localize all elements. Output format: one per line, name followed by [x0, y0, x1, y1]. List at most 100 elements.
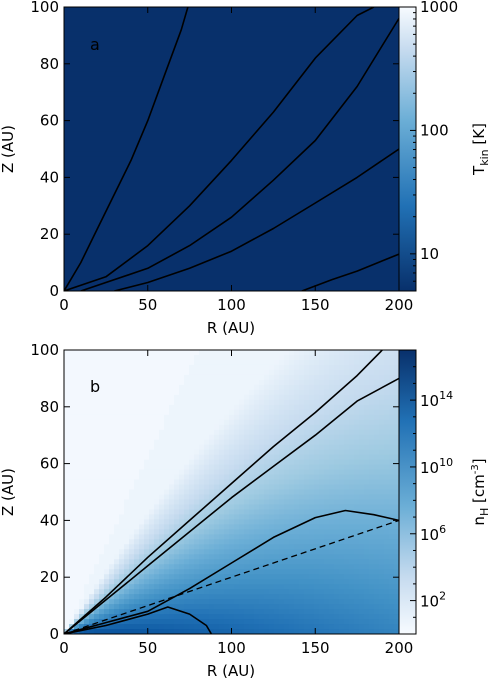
heatmap-cell	[274, 76, 280, 83]
heatmap-cell	[99, 584, 105, 590]
heatmap-cell	[139, 26, 145, 33]
heatmap-cell	[129, 246, 135, 252]
heatmap-cell	[369, 206, 375, 212]
heatmap-cell	[304, 256, 310, 262]
heatmap-cell	[219, 111, 225, 118]
colorbar-label-a: Tkin [K]	[470, 123, 491, 176]
heatmap-cell	[294, 16, 300, 23]
heatmap-cell	[84, 484, 90, 491]
heatmap-cell	[144, 26, 150, 33]
heatmap-cell	[364, 266, 370, 272]
heatmap-cell	[369, 41, 375, 48]
heatmap-cell	[149, 544, 155, 550]
heatmap-cell	[369, 131, 375, 138]
heatmap-cell	[89, 261, 95, 267]
heatmap-cell	[189, 171, 195, 177]
heatmap-cell	[154, 231, 160, 237]
heatmap-cell	[89, 599, 95, 605]
heatmap-cell	[129, 66, 135, 73]
heatmap-cell	[394, 166, 399, 173]
heatmap-cell	[294, 76, 300, 83]
heatmap-cell	[294, 241, 300, 247]
heatmap-cell	[84, 111, 90, 118]
heatmap-cell	[279, 31, 285, 38]
heatmap-cell	[389, 251, 395, 257]
heatmap-cell	[199, 141, 205, 148]
heatmap-cell	[169, 166, 175, 173]
heatmap-cell	[94, 534, 100, 540]
heatmap-cell	[144, 136, 150, 143]
heatmap-cell	[149, 226, 155, 232]
heatmap-cell	[279, 46, 285, 53]
heatmap-cell	[194, 286, 200, 291]
heatmap-cell	[319, 71, 325, 78]
heatmap-cell	[129, 624, 135, 630]
heatmap-cell	[74, 131, 80, 138]
density-heatmap	[64, 350, 399, 634]
heatmap-cell	[304, 226, 310, 232]
heatmap-cell	[129, 554, 135, 560]
heatmap-cell	[359, 26, 365, 33]
heatmap-cell	[159, 389, 165, 396]
heatmap-cell	[119, 11, 125, 18]
heatmap-cell	[109, 594, 115, 600]
heatmap-cell	[69, 166, 75, 173]
x-tick-label: 100	[217, 296, 246, 314]
heatmap-cell	[139, 196, 145, 202]
heatmap-cell	[74, 61, 80, 68]
heatmap-cell	[89, 519, 95, 525]
heatmap-cell	[104, 544, 110, 550]
heatmap-cell	[259, 126, 265, 133]
heatmap-cell	[279, 96, 285, 103]
heatmap-cell	[324, 181, 330, 187]
heatmap-cell	[99, 379, 105, 386]
heatmap-cell	[84, 414, 90, 421]
heatmap-cell	[309, 91, 315, 98]
heatmap-cell	[244, 266, 250, 272]
heatmap-cell	[179, 31, 185, 38]
heatmap-cell	[384, 46, 390, 53]
heatmap-cell	[319, 211, 325, 217]
heatmap-cell	[389, 41, 395, 48]
heatmap-cell	[279, 246, 285, 252]
heatmap-cell	[69, 11, 75, 18]
heatmap-cell	[284, 101, 290, 108]
heatmap-cell	[379, 126, 385, 133]
heatmap-cell	[314, 236, 320, 242]
heatmap-cell	[209, 26, 215, 33]
heatmap-cell	[164, 176, 170, 182]
heatmap-cell	[289, 66, 295, 73]
heatmap-cell	[224, 281, 230, 287]
heatmap-cell	[239, 221, 245, 227]
heatmap-cell	[289, 7, 295, 13]
heatmap-cell	[84, 350, 90, 356]
heatmap-cell	[184, 261, 190, 267]
heatmap-cell	[104, 256, 110, 262]
heatmap-cell	[264, 271, 270, 277]
heatmap-cell	[79, 529, 85, 535]
heatmap-cell	[349, 166, 355, 173]
heatmap-cell	[234, 61, 240, 68]
heatmap-cell	[239, 71, 245, 78]
heatmap-cell	[364, 36, 370, 43]
heatmap-cell	[344, 161, 350, 168]
heatmap-cell	[309, 216, 315, 222]
heatmap-cell	[309, 61, 315, 68]
heatmap-cell	[289, 141, 295, 148]
heatmap-cell	[89, 629, 95, 634]
heatmap-cell	[119, 216, 125, 222]
y-tick-label: 40	[40, 168, 59, 186]
heatmap-cell	[284, 161, 290, 168]
heatmap-cell	[119, 156, 125, 163]
heatmap-cell	[84, 51, 90, 58]
heatmap-cell	[254, 221, 260, 227]
heatmap-cell	[354, 56, 360, 63]
heatmap-cell	[119, 434, 125, 441]
heatmap-cell	[289, 251, 295, 257]
heatmap-cell	[139, 7, 145, 13]
heatmap-cell	[314, 246, 320, 252]
heatmap-cell	[139, 384, 145, 391]
heatmap-cell	[249, 191, 255, 197]
heatmap-cell	[129, 11, 135, 18]
heatmap-cell	[99, 549, 105, 555]
